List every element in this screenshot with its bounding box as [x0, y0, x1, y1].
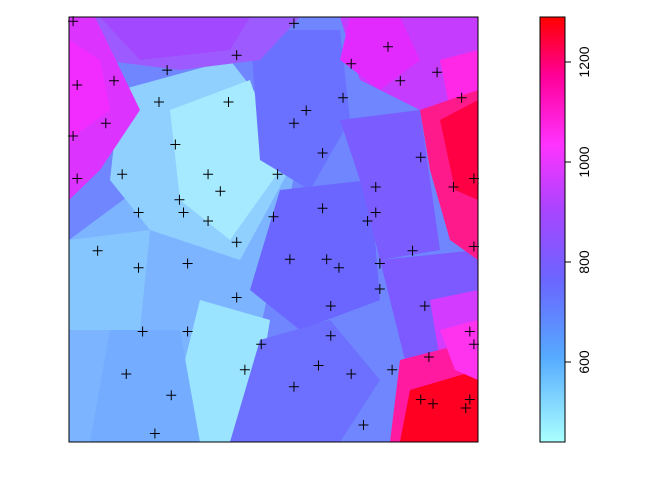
sample-point — [162, 65, 173, 76]
sample-point — [133, 207, 144, 218]
sample-point — [178, 207, 189, 218]
colorbar: 600 800 1000 1200 — [539, 16, 592, 443]
sample-point — [383, 41, 394, 52]
sample-point — [231, 292, 242, 303]
sample-point — [313, 360, 324, 371]
sample-point — [415, 152, 426, 163]
sample-point — [239, 364, 250, 375]
sample-point — [215, 186, 226, 197]
sample-point — [374, 284, 385, 294]
sample-point — [456, 92, 467, 103]
sample-point — [272, 169, 283, 180]
sample-point — [333, 262, 344, 273]
sample-point — [92, 245, 103, 256]
sample-point — [174, 194, 185, 205]
sample-point — [166, 390, 177, 401]
sample-point — [468, 173, 479, 184]
sample-point — [374, 258, 385, 269]
sample-point — [321, 254, 332, 265]
sample-point — [407, 245, 418, 256]
sample-point — [325, 330, 336, 341]
sample-point — [432, 67, 443, 78]
sample-point — [117, 169, 128, 180]
sample-point — [301, 105, 312, 116]
sample-point — [223, 97, 234, 107]
sample-point — [317, 203, 328, 214]
sample-point — [149, 428, 160, 439]
sample-point — [203, 169, 214, 180]
sample-point — [72, 173, 83, 184]
sample-point — [121, 369, 132, 379]
sample-point — [346, 58, 357, 69]
plot-frame — [68, 16, 479, 443]
sample-point — [395, 75, 406, 86]
sample-point — [72, 80, 83, 90]
sample-point — [370, 182, 381, 192]
sample-point — [288, 118, 299, 129]
sample-point — [108, 75, 119, 86]
sample-point — [338, 92, 349, 103]
sample-point — [288, 381, 299, 392]
sample-point — [68, 131, 79, 141]
colorbar-tick-label: 1200 — [576, 46, 592, 77]
sample-point — [268, 211, 279, 222]
colorbar-ticks: 600 800 1000 1200 — [565, 46, 592, 374]
sample-point — [464, 326, 475, 337]
sample-points — [68, 16, 479, 439]
sample-point — [358, 420, 369, 430]
sample-point — [100, 118, 111, 129]
sample-point — [137, 326, 148, 337]
sample-point — [284, 254, 295, 265]
sample-point — [468, 339, 479, 350]
sample-point — [68, 16, 79, 27]
sample-point — [448, 182, 459, 192]
sample-point — [464, 394, 475, 405]
sample-point — [231, 237, 242, 248]
sample-point — [182, 258, 193, 269]
colorbar-gradient — [539, 16, 566, 443]
sample-point — [182, 326, 193, 337]
colorbar-tick-label: 600 — [576, 350, 592, 374]
sample-point — [468, 241, 479, 252]
sample-point — [370, 207, 381, 218]
sample-point — [325, 301, 336, 311]
heatmap-surface — [69, 17, 478, 442]
colorbar-tick-label: 1000 — [576, 146, 592, 177]
sample-point — [460, 403, 471, 413]
sample-point — [423, 352, 434, 362]
sample-point — [170, 139, 181, 150]
sample-point — [415, 394, 426, 405]
sample-point — [317, 148, 328, 158]
sample-point — [419, 301, 430, 311]
sample-point — [231, 50, 242, 61]
colorbar-tick-label: 800 — [576, 250, 592, 274]
sample-point — [288, 18, 299, 29]
sample-point — [346, 369, 357, 379]
sample-point — [153, 97, 164, 107]
sample-point — [133, 262, 144, 273]
sample-point — [203, 216, 214, 226]
sample-point — [362, 216, 373, 226]
sample-point — [428, 398, 439, 409]
sample-point — [387, 364, 398, 375]
sample-point — [256, 339, 267, 350]
